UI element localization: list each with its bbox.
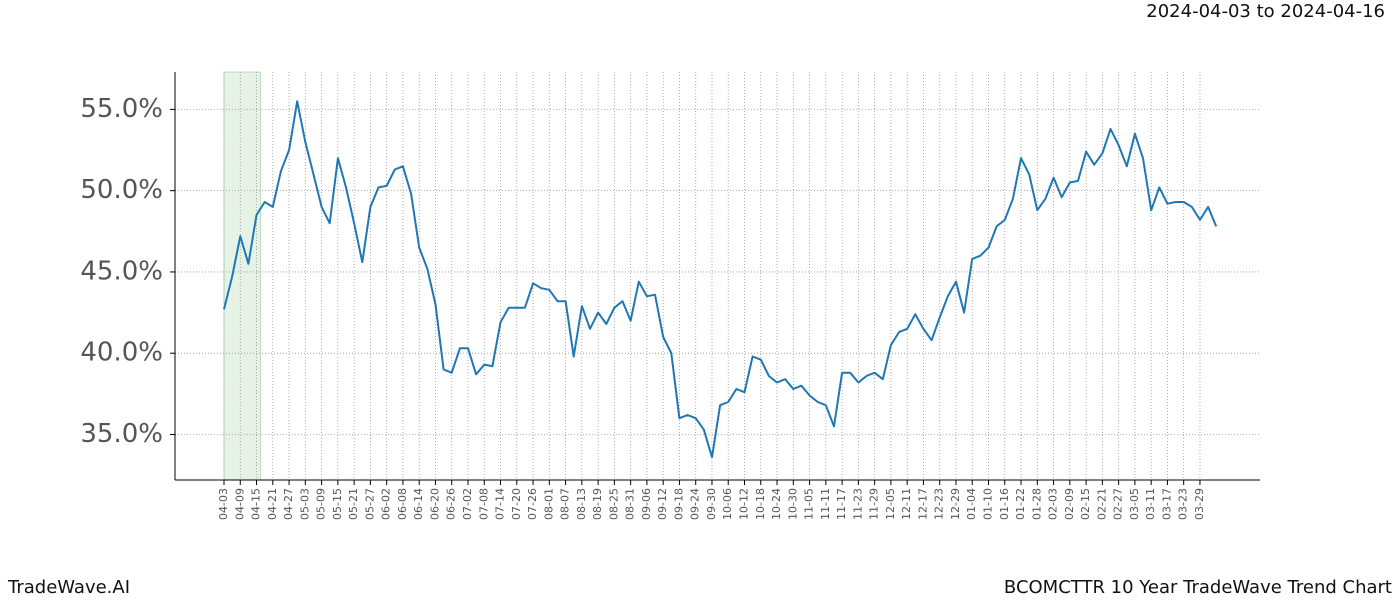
- x-tick-label: 10-24: [770, 488, 783, 520]
- x-tick-label: 02-09: [1063, 488, 1076, 520]
- x-tick-label: 10-18: [754, 488, 767, 520]
- x-tick-label: 07-20: [510, 488, 523, 520]
- x-tick-label: 10-06: [721, 488, 734, 520]
- x-tick-label: 08-07: [559, 488, 572, 520]
- y-tick-label: 50.0%: [80, 175, 163, 205]
- x-tick-label: 09-18: [672, 488, 685, 520]
- x-tick-label: 12-23: [933, 488, 946, 520]
- x-tick-label: 09-24: [689, 488, 702, 520]
- x-tick-label: 04-15: [250, 488, 263, 520]
- x-tick-label: 05-27: [363, 488, 376, 520]
- x-tick-label: 09-30: [705, 488, 718, 520]
- x-tick-label: 03-11: [1144, 488, 1157, 520]
- brand: TradeWave.AI: [7, 577, 130, 598]
- x-tick-label: 11-29: [868, 488, 881, 520]
- x-tick-label: 01-10: [982, 488, 995, 520]
- x-tick-label: 01-28: [1030, 488, 1043, 520]
- x-tick-label: 07-02: [461, 488, 474, 520]
- x-tick-label: 12-17: [916, 488, 929, 520]
- x-tick-label: 08-31: [624, 488, 637, 520]
- x-tick-label: 03-17: [1160, 488, 1173, 520]
- x-tick-label: 04-27: [282, 488, 295, 520]
- x-tick-label: 07-26: [526, 488, 539, 520]
- x-tick-label: 02-27: [1112, 488, 1125, 520]
- x-tick-label: 06-02: [380, 488, 393, 520]
- x-tick-label: 06-20: [428, 488, 441, 520]
- x-tick-label: 04-03: [217, 488, 230, 520]
- x-tick-label: 01-04: [965, 488, 978, 520]
- x-tick-label: 01-22: [1014, 488, 1027, 520]
- chart-name: BCOMCTTR 10 Year TradeWave Trend Chart: [1004, 577, 1392, 598]
- x-tick-label: 04-09: [233, 488, 246, 520]
- x-tick-label: 12-05: [884, 488, 897, 520]
- date-range: 2024-04-03 to 2024-04-16: [1146, 1, 1385, 22]
- x-tick-label: 08-01: [542, 488, 555, 520]
- x-tick-label: 05-21: [347, 488, 360, 520]
- x-tick-label: 05-03: [298, 488, 311, 520]
- trend-line: [223, 100, 1218, 459]
- x-tick-label: 03-23: [1177, 488, 1190, 520]
- x-tick-label: 08-13: [575, 488, 588, 520]
- x-tick-label: 04-21: [266, 488, 279, 520]
- x-tick-label: 03-05: [1128, 488, 1141, 520]
- x-tick-label: 03-29: [1193, 488, 1206, 520]
- y-tick-label: 35.0%: [80, 419, 163, 449]
- x-tick-label: 11-11: [819, 488, 832, 520]
- x-tick-label: 09-12: [656, 488, 669, 520]
- shaded-span: [223, 71, 262, 481]
- x-tick-label: 12-29: [949, 488, 962, 520]
- x-tick-label: 05-09: [315, 488, 328, 520]
- x-tick-label: 01-16: [998, 488, 1011, 520]
- x-tick-label: 07-08: [477, 488, 490, 520]
- y-tick-label: 55.0%: [80, 94, 163, 124]
- x-tick-label: 12-11: [900, 488, 913, 520]
- x-tick-label: 11-05: [803, 488, 816, 520]
- y-tick-label: 40.0%: [80, 338, 163, 368]
- x-tick-label: 11-23: [851, 488, 864, 520]
- x-tick-label: 10-12: [738, 488, 751, 520]
- x-tick-label: 06-08: [396, 488, 409, 520]
- y-tick-label: 45.0%: [80, 256, 163, 286]
- x-tick-label: 07-14: [494, 488, 507, 520]
- x-tick-label: 02-21: [1095, 488, 1108, 520]
- x-tick-label: 06-14: [412, 488, 425, 520]
- x-tick-label: 08-19: [591, 488, 604, 520]
- x-tick-label: 02-15: [1079, 488, 1092, 520]
- x-tick-label: 11-17: [835, 488, 848, 520]
- x-tick-label: 08-25: [607, 488, 620, 520]
- x-tick-label: 05-15: [331, 488, 344, 520]
- x-tick-label: 09-06: [640, 488, 653, 520]
- x-tick-label: 02-03: [1047, 488, 1060, 520]
- x-tick-label: 06-26: [445, 488, 458, 520]
- x-tick-label: 10-30: [786, 488, 799, 520]
